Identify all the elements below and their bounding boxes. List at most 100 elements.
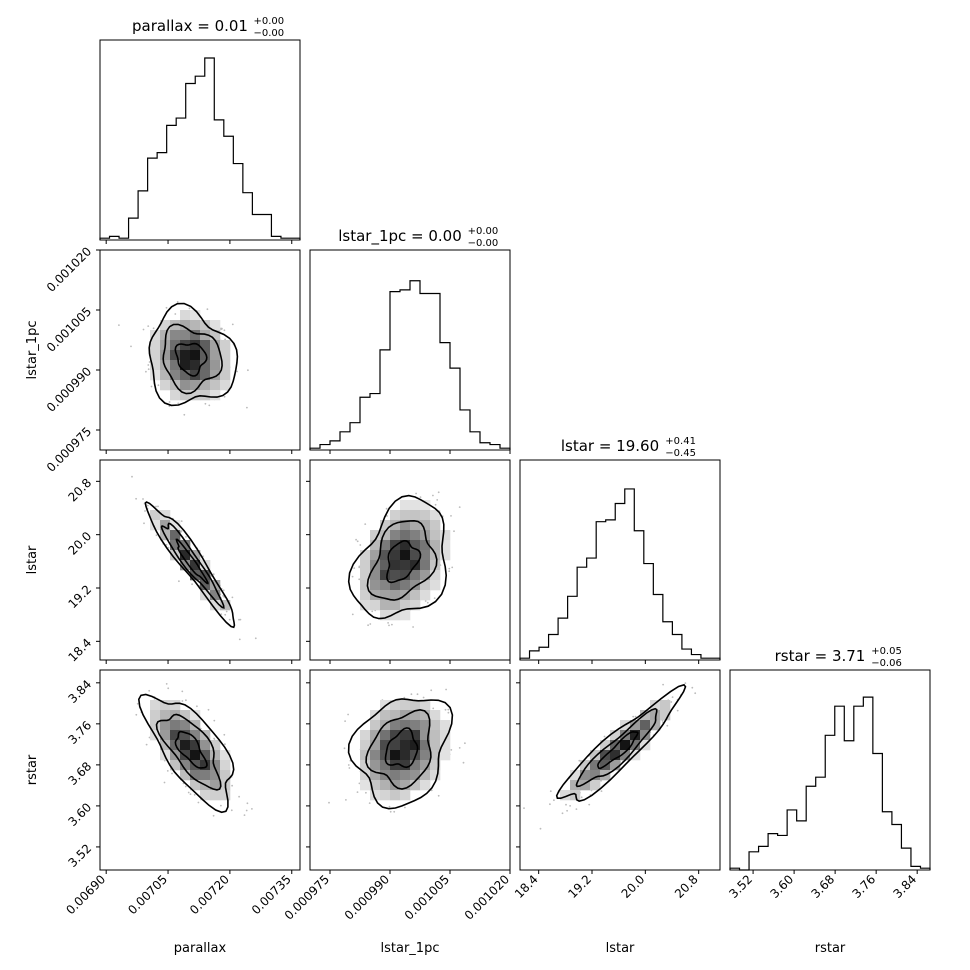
density-cell — [360, 740, 371, 751]
panel-parallax-vs-lstar — [99, 459, 301, 661]
contour-level-1 — [384, 727, 419, 769]
density-cell — [160, 700, 171, 711]
scatter-point — [632, 715, 635, 718]
density-cell — [430, 750, 441, 761]
density-cell — [430, 530, 441, 541]
scatter-point — [236, 370, 239, 373]
density-cell — [210, 320, 221, 331]
density-cell — [580, 760, 591, 771]
density-cell — [430, 760, 441, 771]
scatter-point — [206, 308, 209, 311]
density-cell — [210, 760, 221, 771]
density-cell — [200, 770, 211, 781]
scatter-point — [223, 329, 226, 332]
density-cell — [170, 760, 181, 771]
axes-frame — [519, 669, 721, 871]
scatter-point — [575, 808, 578, 810]
density-cell — [200, 790, 211, 801]
scatter-point — [351, 575, 354, 578]
density-cell — [360, 570, 371, 581]
scatter-point — [145, 370, 147, 373]
density-cell — [220, 380, 231, 391]
scatter-point — [251, 808, 253, 810]
density-cell — [210, 770, 221, 781]
density-cell — [380, 560, 391, 571]
density-cell — [220, 790, 231, 801]
density-cell — [420, 590, 431, 601]
density-cell — [200, 740, 211, 751]
scatter-point — [634, 715, 637, 718]
density-cell — [380, 790, 391, 801]
scatter-point — [246, 802, 249, 805]
histogram-lstar: lstar = 19.60 +0.41−0.45 — [519, 436, 721, 661]
y-tick-label-rstar: 3.84 — [65, 677, 94, 706]
scatter-point — [224, 743, 226, 746]
density-cell — [170, 330, 181, 341]
density-cell — [180, 350, 191, 361]
density-cell — [420, 780, 431, 791]
y-axis-label-lstar: lstar — [25, 545, 40, 574]
scatter-point — [181, 700, 184, 702]
scatter-point — [187, 791, 190, 794]
density-cell — [420, 550, 431, 561]
y-tick-label-lstar_1pc: 0.000975 — [44, 424, 94, 474]
scatter-point — [238, 618, 240, 621]
density-cell — [410, 740, 421, 751]
density-cell — [360, 590, 371, 601]
density-cell — [390, 610, 401, 621]
scatter-point — [183, 413, 186, 416]
scatter-point — [365, 791, 367, 794]
density-cell — [150, 510, 161, 521]
density-cell — [370, 580, 381, 591]
density-cell — [200, 760, 211, 771]
scatter-point — [430, 689, 433, 692]
density-cell — [560, 790, 571, 801]
x-tick-label-rstar: 3.84 — [891, 872, 920, 901]
scatter-point — [166, 770, 169, 772]
density-cell — [400, 510, 411, 521]
density-cell — [600, 740, 611, 751]
density-cell — [180, 360, 191, 371]
density-cell — [430, 710, 441, 721]
scatter-point — [231, 323, 234, 326]
density-cell — [390, 730, 401, 741]
histogram-lstar_1pc: lstar_1pc = 0.00 +0.00−0.00 — [309, 226, 511, 451]
axes-frame-lstar — [519, 459, 721, 661]
density-cell — [150, 720, 161, 731]
scatter-point — [184, 785, 187, 788]
scatter-point — [143, 522, 145, 525]
density-cell — [640, 720, 651, 731]
density-cell — [160, 720, 171, 731]
scatter-point — [353, 567, 356, 569]
density-cell — [190, 360, 201, 371]
x-axis-label-lstar_1pc: lstar_1pc — [381, 941, 440, 956]
scatter-point — [355, 538, 357, 541]
scatter-point — [432, 494, 434, 497]
density-cell — [210, 330, 221, 341]
density-cell — [220, 600, 231, 611]
y-tick-label-rstar: 3.76 — [65, 718, 94, 747]
scatter-point — [448, 567, 451, 570]
title-parallax: parallax = 0.01 — [132, 17, 248, 35]
y-tick-label-lstar: 19.2 — [65, 582, 94, 611]
density-cell — [390, 770, 401, 781]
density-cell — [390, 700, 401, 711]
histogram-rstar: rstar = 3.71 +0.05−0.06 — [729, 646, 931, 871]
scatter-point — [345, 799, 347, 801]
density-cell — [650, 700, 661, 711]
x-tick-label-lstar_1pc: 0.001005 — [402, 872, 452, 922]
density-cell — [370, 570, 381, 581]
density-cell — [190, 320, 201, 331]
density-cell — [430, 560, 441, 571]
scatter-point — [523, 807, 525, 809]
density-cell — [410, 760, 421, 771]
density-cell — [200, 560, 211, 571]
density-cell — [210, 740, 221, 751]
density-cell — [360, 750, 371, 761]
histogram-step-lstar_1pc — [309, 280, 511, 450]
contour-level-3 — [347, 698, 454, 810]
scatter-point — [180, 520, 183, 522]
density-cell — [210, 380, 221, 391]
density-cell — [360, 730, 371, 741]
histogram-step-parallax — [99, 57, 301, 240]
